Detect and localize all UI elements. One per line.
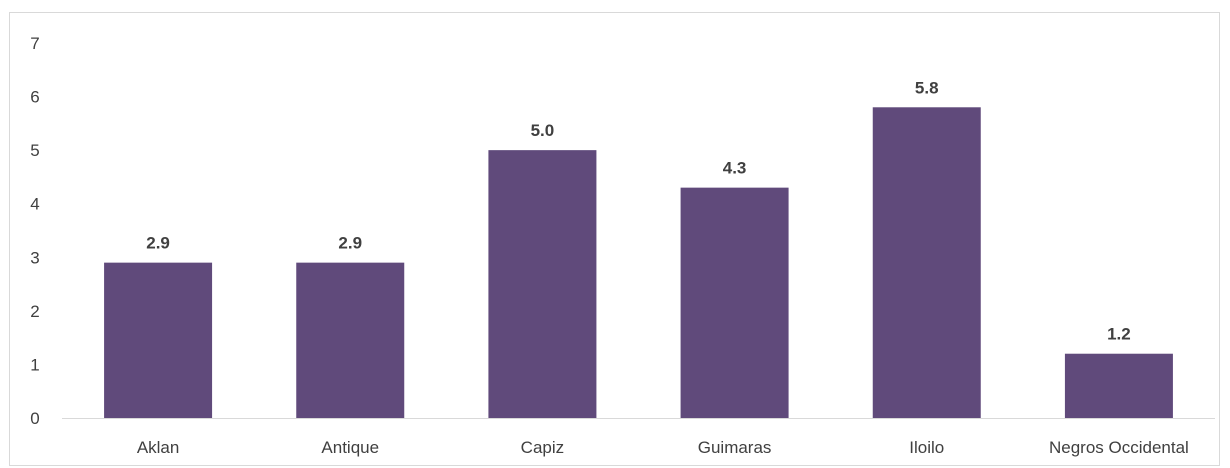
data-label: 5.8 <box>915 78 939 97</box>
category-labels: Aklan Antique Capiz Guimaras Iloilo Negros Oc… <box>137 438 1189 457</box>
category-label: Capiz <box>521 438 564 457</box>
category-label: Negros Occidental <box>1049 438 1189 457</box>
y-tick-label: 2 <box>30 302 39 321</box>
data-label: 2.9 <box>146 234 170 253</box>
category-label: Antique <box>321 438 379 457</box>
y-tick-label: 3 <box>30 248 39 267</box>
category-label: Aklan <box>137 438 180 457</box>
bar-negros-occidental <box>1064 353 1173 418</box>
y-tick-label: 7 <box>30 34 39 53</box>
bar-aklan <box>104 262 213 418</box>
y-tick-label: 5 <box>30 141 39 160</box>
y-axis-ticks: 0 1 2 3 4 5 6 7 <box>30 34 39 428</box>
bar-guimaras <box>680 187 789 418</box>
bar-antique <box>296 262 405 418</box>
y-tick-label: 0 <box>30 409 39 428</box>
data-label: 4.3 <box>723 159 747 178</box>
bar-capiz <box>488 150 597 418</box>
category-label: Guimaras <box>698 438 772 457</box>
data-label: 5.0 <box>531 121 555 140</box>
bar-iloilo <box>872 107 981 419</box>
y-tick-label: 6 <box>30 88 39 107</box>
y-tick-label: 1 <box>30 355 39 374</box>
bars <box>104 107 1173 419</box>
y-tick-label: 4 <box>30 195 39 214</box>
data-labels: 2.9 2.9 5.0 4.3 5.8 1.2 <box>146 78 1130 343</box>
data-label: 2.9 <box>338 234 362 253</box>
category-label: Iloilo <box>909 438 944 457</box>
data-label: 1.2 <box>1107 325 1131 344</box>
